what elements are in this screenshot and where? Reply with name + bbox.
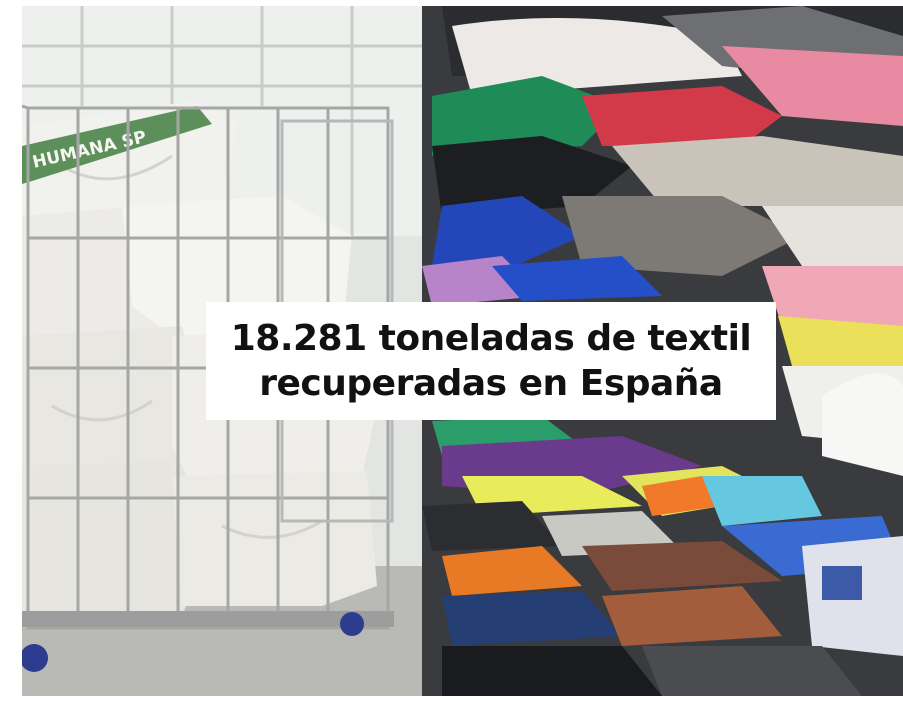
recycling-warehouse-photo: HUMANA SP <box>22 6 903 696</box>
cage-base <box>22 611 394 627</box>
caption-line-1: 18.281 toneladas de textil <box>230 318 752 359</box>
sack-print-band <box>22 106 212 184</box>
warehouse-shelving <box>22 6 452 236</box>
caption-line-2: recuperadas en España <box>259 363 723 404</box>
cage-wheel-right <box>340 612 364 636</box>
cage-wheel-left <box>22 644 48 672</box>
caption-box: 18.281 toneladas de textil recuperadas e… <box>206 302 776 420</box>
photo-frame: HUMANA SP <box>22 6 903 696</box>
roll-cage <box>22 104 394 630</box>
clothes-pile <box>422 6 903 696</box>
